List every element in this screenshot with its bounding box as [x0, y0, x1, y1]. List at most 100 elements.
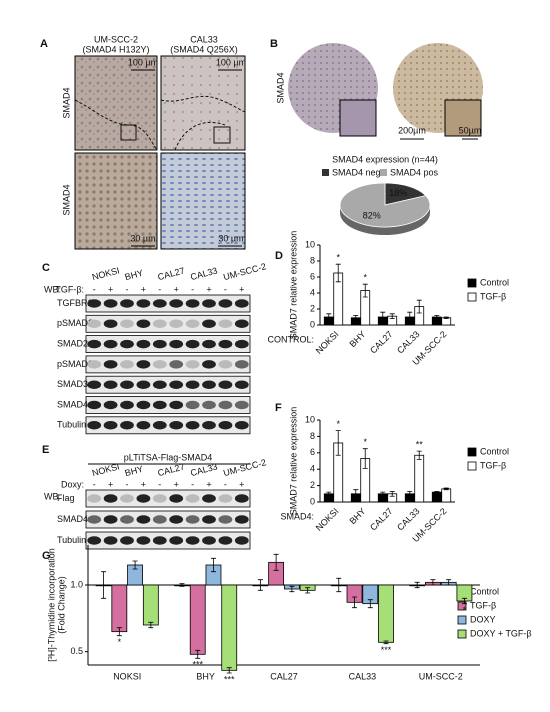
legend-swatch — [380, 169, 387, 176]
pie-slice — [384, 182, 427, 206]
condition-label: CONTROL: — [267, 334, 314, 344]
histology-images — [74, 55, 246, 250]
significance: * — [363, 273, 367, 283]
band — [136, 380, 151, 389]
band — [120, 400, 134, 410]
error-bar — [430, 579, 436, 586]
band — [152, 319, 167, 329]
error-bar — [116, 627, 122, 637]
slice-label: 18% — [389, 188, 407, 198]
error-bar — [353, 489, 359, 499]
error-bar — [367, 599, 373, 609]
band — [136, 319, 151, 329]
inset — [444, 99, 482, 137]
treatment-sign: - — [126, 479, 129, 489]
error-bar — [443, 316, 449, 319]
band — [136, 515, 151, 524]
y-tick-label: 0 — [310, 496, 315, 506]
legend-swatch — [467, 461, 477, 471]
y-tick-label: 2 — [310, 480, 315, 490]
band — [218, 319, 233, 329]
band — [103, 360, 118, 369]
band — [169, 339, 184, 349]
error-bar — [416, 299, 422, 314]
error-bar — [335, 430, 341, 456]
band — [87, 494, 102, 503]
legend-label: DOXY + TGF-β — [470, 628, 532, 638]
x-tick-label: BHY — [347, 329, 367, 349]
y-tick-label: 4 — [310, 464, 315, 474]
band — [169, 299, 184, 308]
column-header: UM-SCC-2 — [94, 34, 138, 44]
panel-label: G — [42, 550, 51, 562]
blot-row-label: SMAD3 — [57, 379, 88, 389]
error-bar — [362, 283, 368, 298]
legend-swatch — [467, 292, 477, 302]
legend-label: DOXY — [470, 614, 496, 624]
image — [160, 152, 246, 250]
band — [185, 421, 200, 430]
error-bar — [380, 491, 386, 496]
band — [218, 299, 233, 308]
band — [120, 380, 134, 389]
scale-label: 100 µm — [216, 57, 246, 67]
treatment-sign: - — [224, 479, 227, 489]
slice-label: 82% — [363, 211, 381, 221]
band — [218, 400, 233, 410]
error-bar — [257, 579, 263, 591]
y-tick-label: 4 — [310, 287, 315, 297]
treatment-sign: + — [206, 284, 211, 294]
y-tick-label: 8 — [310, 431, 315, 441]
error-bar — [461, 597, 467, 605]
band — [202, 515, 216, 524]
band — [202, 380, 216, 389]
significance: *** — [381, 645, 392, 655]
x-tick-label: CAL33 — [349, 671, 377, 681]
treatment-sign: + — [206, 479, 211, 489]
legend-label: TGF-β — [480, 291, 506, 301]
band — [185, 360, 200, 369]
band — [185, 536, 200, 545]
band — [169, 319, 184, 329]
legend-swatch — [322, 169, 329, 176]
band — [103, 299, 118, 308]
significance: *** — [224, 674, 235, 684]
x-tick-label: NOKSI — [113, 671, 141, 681]
error-bar — [389, 490, 395, 497]
treatment-sign: + — [239, 479, 244, 489]
y-axis-label: [³H]-Thymidine incorporation — [46, 548, 56, 662]
significance: ** — [416, 440, 424, 450]
band — [103, 339, 118, 349]
bar — [378, 584, 394, 643]
error-bar — [336, 577, 342, 593]
construct-label: pLTiTSA-Flag-SMAD4 — [124, 452, 213, 462]
band — [152, 494, 167, 503]
y-tick-label: 0 — [310, 319, 315, 329]
band — [136, 299, 151, 308]
x-tick-label: CAL27 — [368, 506, 395, 533]
error-bar — [434, 315, 440, 319]
row-label: SMAD4 — [275, 72, 285, 103]
y-axis-label: (Fold Change) — [56, 576, 66, 634]
band — [87, 515, 102, 524]
band — [202, 319, 216, 329]
band — [152, 400, 167, 410]
band — [234, 299, 249, 308]
band — [152, 421, 167, 430]
image — [74, 152, 158, 250]
error-bar — [273, 553, 279, 571]
band — [103, 515, 118, 524]
panel-label: C — [42, 262, 50, 274]
error-bar — [362, 448, 368, 469]
band — [120, 536, 134, 545]
band — [152, 339, 167, 349]
band — [120, 360, 134, 369]
legend-swatch — [457, 601, 467, 611]
band — [87, 339, 102, 349]
legend-label: TGF-β — [480, 460, 506, 470]
error-bar — [352, 596, 358, 609]
treatment-sign: - — [93, 284, 96, 294]
band — [234, 421, 249, 430]
band — [202, 536, 216, 545]
bar — [189, 584, 206, 655]
